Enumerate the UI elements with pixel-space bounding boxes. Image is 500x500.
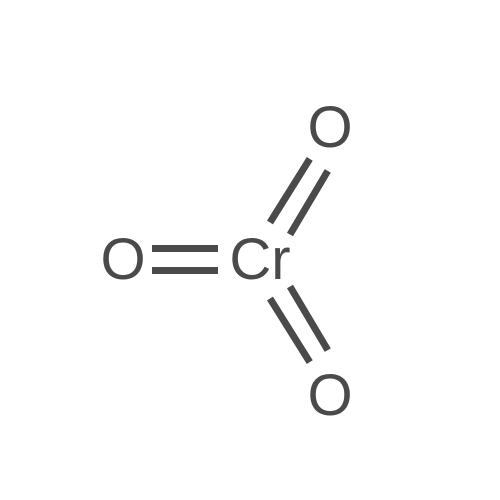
atom-oxygen-left: O	[100, 231, 145, 289]
molecule-canvas: Cr O O O	[0, 0, 500, 500]
atom-oxygen-bottom: O	[307, 367, 352, 425]
atom-oxygen-top: O	[307, 99, 352, 157]
bond-line	[152, 245, 218, 252]
bond-line	[152, 267, 218, 274]
atom-chromium: Cr	[229, 231, 290, 289]
